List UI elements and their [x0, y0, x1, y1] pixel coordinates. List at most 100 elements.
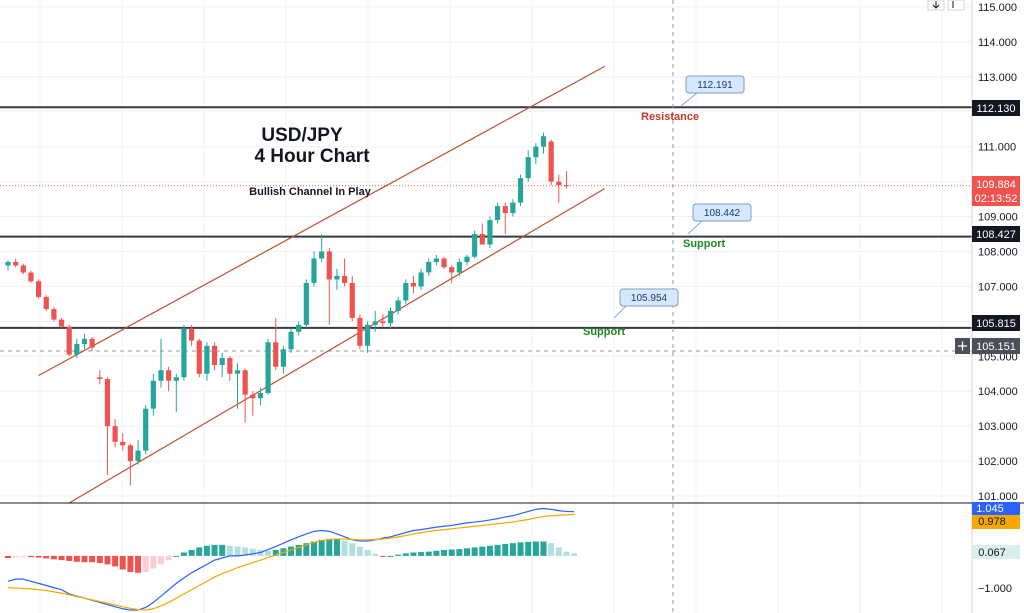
candle: [433, 254, 439, 266]
macd-line-tag: 1.045: [972, 502, 1020, 515]
candle-body: [196, 340, 202, 374]
candle: [525, 150, 531, 182]
candle-body: [517, 178, 524, 203]
macd-histogram-bar: [127, 555, 134, 572]
support-2-price-tag: 105.815: [972, 315, 1020, 331]
callout-108442: 108.442: [687, 203, 752, 235]
macd-histogram-bar: [494, 544, 501, 556]
candle-body: [120, 441, 126, 446]
macd-histogram-bar: [165, 555, 172, 561]
macd-histogram-bar: [249, 548, 256, 556]
channel-annotation: Bullish Channel In Play: [249, 186, 372, 198]
macd-histogram-bar: [104, 555, 111, 565]
macd-histogram-bar: [20, 555, 27, 558]
price-tick-label: 109.000: [978, 212, 1018, 224]
candle: [143, 405, 149, 455]
candle: [334, 268, 340, 290]
add-level-icon[interactable]: [955, 338, 970, 354]
candle: [135, 440, 141, 465]
candle: [43, 295, 49, 311]
candle-body: [433, 258, 439, 262]
candle: [89, 337, 95, 352]
candle-body: [112, 426, 118, 442]
macd-histogram-bar: [349, 543, 356, 556]
support-1-price-tag: 108.427: [972, 226, 1020, 242]
channel-lower-line: [68, 188, 606, 504]
scale-toggle-icon[interactable]: [947, 0, 965, 11]
candle-body: [364, 324, 371, 346]
macd-histogram-bar: [135, 555, 142, 573]
candle-body: [257, 392, 264, 399]
callout-value: 108.442: [704, 208, 741, 219]
candle: [36, 279, 42, 299]
candle-body: [533, 146, 539, 158]
price-tick-label: 114.000: [978, 37, 1017, 49]
macd-histogram-bar: [43, 555, 50, 559]
candle: [288, 328, 294, 353]
candle-body: [487, 220, 493, 245]
macd-histogram-bar: [395, 554, 402, 556]
price-tick-label: 104.000: [978, 386, 1018, 398]
svg-text:105.151: 105.151: [976, 341, 1016, 353]
candle-body: [28, 272, 34, 282]
candle-body: [418, 272, 424, 287]
candle-body: [334, 275, 340, 280]
candle-body: [311, 258, 317, 283]
macd-histogram-bar: [555, 547, 562, 556]
candle-body: [280, 349, 286, 367]
candle-body: [127, 445, 133, 462]
bullish-channel: [38, 65, 606, 504]
macd-histogram-bar: [226, 545, 233, 556]
candle: [349, 275, 355, 322]
candlesticks: [5, 132, 570, 486]
candle-body: [349, 282, 355, 318]
macd-histogram-bar: [150, 555, 157, 569]
candle-body: [319, 251, 325, 259]
price-tick-label: 115.000: [978, 2, 1017, 14]
candle: [20, 263, 26, 275]
candle-body: [158, 370, 164, 381]
candle-body: [357, 317, 363, 346]
candle-body: [372, 321, 378, 325]
candle: [242, 368, 248, 423]
candle-body: [135, 450, 141, 462]
candle: [273, 317, 279, 371]
candle-body: [265, 342, 271, 393]
macd-histogram-bar: [234, 546, 241, 556]
candle-body: [403, 282, 409, 301]
candle: [74, 338, 80, 359]
scroll-down-icon[interactable]: [927, 0, 945, 11]
candle: [181, 324, 187, 381]
candle-body: [449, 267, 455, 273]
current-price-tag: 109.884 02:13:52: [972, 176, 1020, 206]
candle: [387, 307, 394, 329]
macd-histogram-bar: [433, 550, 440, 556]
candle: [227, 356, 233, 381]
macd-histogram-bar: [112, 555, 119, 567]
crosshair-price-tag: 105.151: [972, 338, 1020, 354]
candle: [472, 230, 478, 259]
svg-text:108.427: 108.427: [976, 229, 1016, 241]
candle-body: [81, 338, 88, 345]
resistance-price-tag: 112.130: [972, 100, 1020, 116]
candle: [97, 370, 103, 385]
candle: [418, 268, 424, 290]
candle-body: [479, 234, 485, 245]
candle-body: [426, 261, 432, 273]
macd-histogram-bar: [563, 551, 570, 556]
candle: [158, 338, 164, 388]
price-tick-label: 105.000: [978, 351, 1018, 363]
candle: [403, 279, 409, 304]
candle: [426, 258, 432, 276]
candle: [449, 265, 455, 283]
histogram-tag: 0.067: [972, 545, 1020, 559]
macd-histogram-bar: [571, 553, 578, 556]
candle-body: [51, 309, 57, 320]
grid: [0, 0, 972, 613]
price-tick-label: 103.000: [978, 421, 1018, 433]
candle: [280, 345, 286, 374]
svg-text:0.067: 0.067: [978, 547, 1006, 559]
candle-body: [242, 370, 248, 395]
macd-histogram-bar: [326, 538, 333, 556]
